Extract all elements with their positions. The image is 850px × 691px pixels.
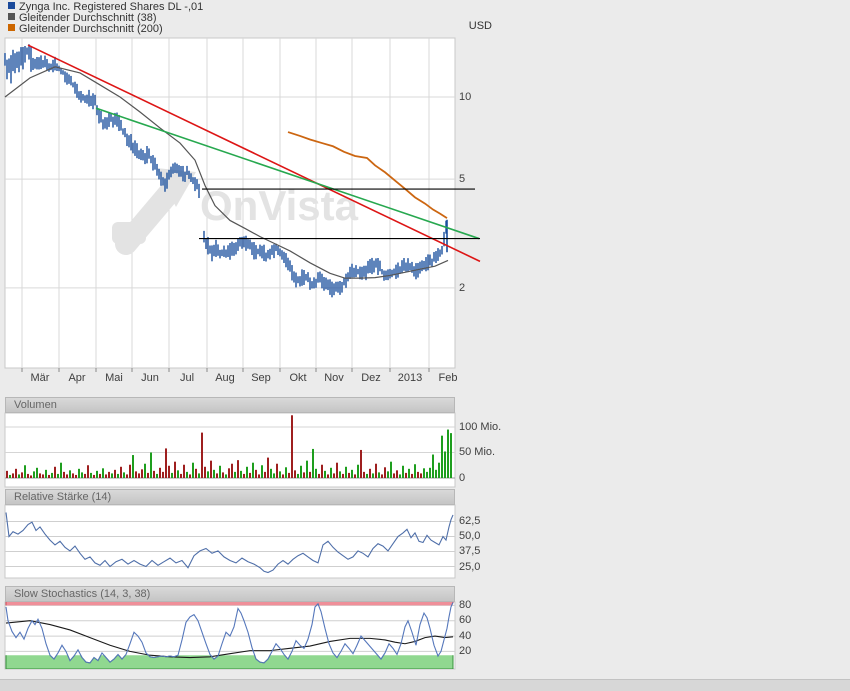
x-axis-label: Aug xyxy=(215,372,235,384)
x-axis-label: Apr xyxy=(68,372,86,384)
ma38-swatch xyxy=(8,13,15,20)
legend-item: Zynga Inc. Registered Shares DL -,01 xyxy=(8,2,203,13)
x-axis-label: Feb xyxy=(438,372,458,384)
volume-tick-0: 0 xyxy=(459,472,466,484)
legend-label: Gleitender Durchschnitt (38) xyxy=(19,12,157,24)
legend-item: Gleitender Durchschnitt (38) xyxy=(8,13,157,24)
main-y-tick-2: 2 xyxy=(459,282,466,294)
main-y-tick-5: 5 xyxy=(459,173,466,185)
horizontal-support-lines xyxy=(199,188,480,240)
rsi-tick-62: 62,5 xyxy=(459,515,481,527)
stoch-k-line xyxy=(5,602,454,664)
volume-tick-100: 100 Mio. xyxy=(459,421,502,433)
x-axis-label: Mai xyxy=(105,372,123,384)
stoch-tick-60: 60 xyxy=(459,614,472,626)
ma200-swatch xyxy=(8,24,15,31)
x-axis-label: Nov xyxy=(324,372,344,384)
rsi-tick-50: 50,0 xyxy=(459,530,481,542)
price-series xyxy=(4,44,448,298)
stoch-panel-header: Slow Stochastics (14, 3, 38) xyxy=(5,586,455,602)
stoch-tick-40: 40 xyxy=(459,630,472,642)
main-y-tick-10: 10 xyxy=(459,91,472,103)
x-axis-label: 2013 xyxy=(397,372,423,384)
legend-label: Gleitender Durchschnitt (200) xyxy=(19,23,163,35)
rsi-tick-25: 25,0 xyxy=(459,561,481,573)
rsi-line xyxy=(5,512,454,574)
rsi-panel-header: Relative Stärke (14) xyxy=(5,489,455,505)
legend-item: Gleitender Durchschnitt (200) xyxy=(8,24,163,35)
ma200-line xyxy=(287,131,448,219)
ma38-line xyxy=(4,66,449,279)
rsi-tick-37: 37,5 xyxy=(459,545,481,557)
rsi-grid xyxy=(5,521,455,567)
x-axis-label: Jun xyxy=(141,372,159,384)
x-axis-label: Jul xyxy=(179,372,195,384)
volume-panel-header: Volumen xyxy=(5,397,455,413)
plot-backgrounds xyxy=(4,37,456,670)
stoch-tick-20: 20 xyxy=(459,645,472,657)
bottom-bar xyxy=(0,679,850,691)
currency-label: USD xyxy=(468,20,492,32)
x-axis-label: Mär xyxy=(30,372,50,384)
price-series-swatch xyxy=(8,2,15,9)
volume-tick-50: 50 Mio. xyxy=(459,446,496,458)
onvista-watermark: OnVista xyxy=(112,168,359,255)
x-axis-label: Sep xyxy=(251,372,271,384)
trendlines xyxy=(27,44,481,263)
legend-label: Zynga Inc. Registered Shares DL -,01 xyxy=(19,1,204,13)
stoch-signal-line xyxy=(5,620,454,659)
stoch-tick-80: 80 xyxy=(459,599,472,611)
volume-bars xyxy=(6,415,452,478)
x-axis-label: Okt xyxy=(289,372,307,384)
x-axis-label: Dez xyxy=(361,372,381,384)
